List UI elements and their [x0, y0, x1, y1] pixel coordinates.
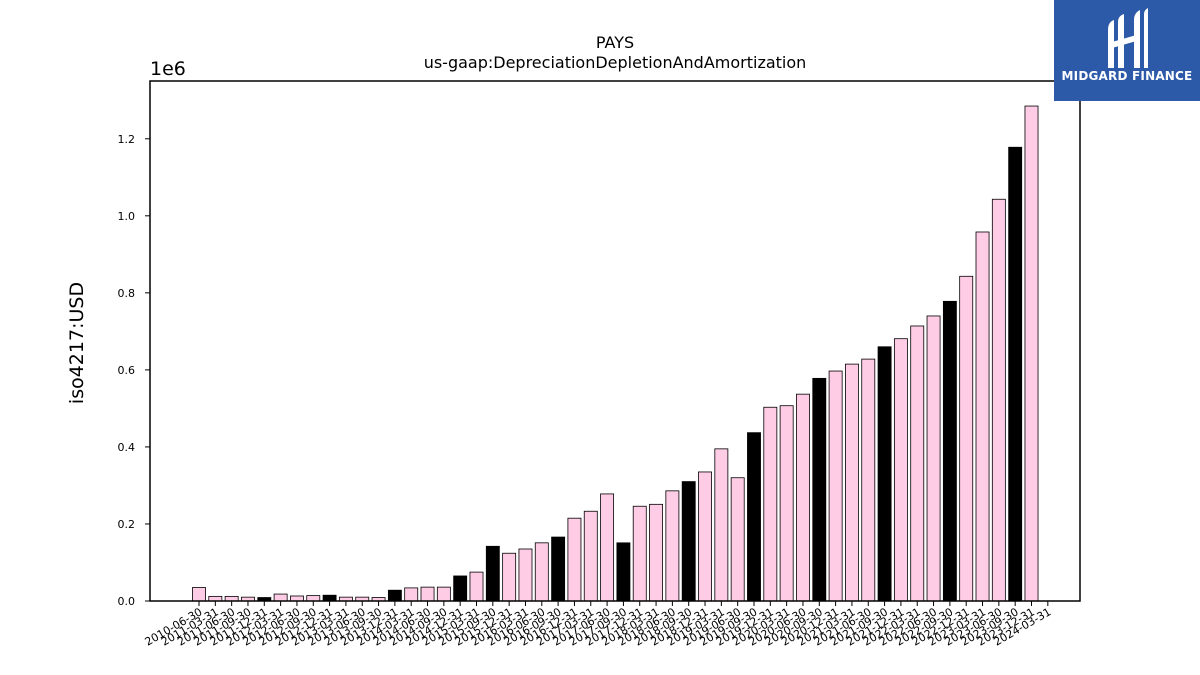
- bar-2012-03-31: [273, 593, 288, 602]
- bar-2013-12-31: [387, 589, 402, 602]
- bar-2019-03-31: [714, 448, 729, 602]
- bar-2020-06-30: [796, 393, 810, 602]
- bar-2014-03-31: [404, 587, 419, 602]
- midgard-logo-icon: [1108, 8, 1148, 68]
- bar-2017-03-31: [583, 510, 598, 602]
- bar-2016-06-30: [534, 542, 549, 602]
- brand-logo: MIDGARD FINANCE: [1054, 0, 1200, 101]
- bar-2019-09-30: [747, 432, 761, 602]
- bar-2022-12-31: [959, 275, 974, 602]
- bar-2018-03-31: [649, 503, 663, 602]
- bar-2022-09-30: [942, 300, 957, 602]
- bar-2020-09-30: [812, 377, 827, 602]
- bar-2018-06-30: [665, 490, 680, 602]
- bar-2021-03-31: [845, 363, 859, 602]
- bar-2014-12-31: [453, 575, 468, 602]
- bar-2018-09-30: [681, 481, 696, 602]
- bar-2012-06-30: [290, 595, 304, 602]
- chart-subtitle: us-gaap:DepreciationDepletionAndAmortiza…: [424, 53, 807, 72]
- bar-2021-09-30: [877, 346, 892, 602]
- bar-2018-12-31: [698, 471, 712, 602]
- bar-2021-12-31: [893, 338, 908, 602]
- bar-2016-12-31: [567, 517, 582, 602]
- y-tick-label: 0.2: [118, 518, 136, 531]
- brand-logo-text: MIDGARD FINANCE: [1061, 69, 1193, 83]
- bar-2015-03-31: [469, 571, 484, 602]
- bar-2015-12-31: [502, 552, 517, 602]
- y-axis-label: iso4217:USD: [66, 282, 88, 404]
- bar-2012-09-30: [306, 595, 321, 602]
- y-tick-label: 0.6: [118, 364, 136, 377]
- bar-2023-12-31: [1024, 105, 1039, 602]
- y-tick-label: 0.0: [118, 595, 136, 608]
- y-tick-label: 0.4: [118, 441, 136, 454]
- bar-2023-06-30: [991, 198, 1006, 602]
- plot-frame: [149, 80, 1081, 602]
- bar-2022-06-30: [926, 315, 941, 602]
- bar-2014-09-30: [436, 586, 451, 602]
- bars-group: [192, 105, 1039, 602]
- y-tick-label: 1.2: [118, 133, 136, 146]
- bar-2019-12-31: [763, 406, 778, 602]
- bar-2020-03-31: [779, 405, 794, 602]
- bar-2010-06-30: [192, 587, 206, 602]
- bar-2014-06-30: [420, 586, 435, 602]
- bar-2016-03-31: [518, 548, 533, 602]
- bar-2017-06-30: [600, 493, 615, 602]
- y-ticks: 0.0 0.2 0.4 0.6 0.8 1.0 1.2: [118, 133, 150, 608]
- bar-2017-12-31: [632, 505, 647, 602]
- y-offset-label: 1e6: [150, 58, 186, 80]
- y-tick-label: 0.8: [118, 287, 136, 300]
- bar-2016-09-30: [551, 536, 566, 602]
- chart-title: PAYS: [596, 33, 634, 52]
- bar-2021-06-30: [861, 358, 876, 602]
- x-ticks: 2010-06-302011-03-312011-06-302011-09-30…: [143, 601, 1053, 649]
- bar-2022-03-31: [910, 325, 925, 602]
- bar-2023-03-31: [975, 231, 990, 602]
- bar-2017-09-30: [616, 542, 631, 602]
- y-tick-label: 1.0: [118, 210, 136, 223]
- bar-2015-09-30: [485, 545, 500, 602]
- bar-2020-12-31: [828, 370, 843, 602]
- bar-2023-09-30: [1008, 146, 1023, 602]
- bar-2012-12-31: [322, 594, 337, 602]
- bar-2019-06-30: [730, 477, 745, 602]
